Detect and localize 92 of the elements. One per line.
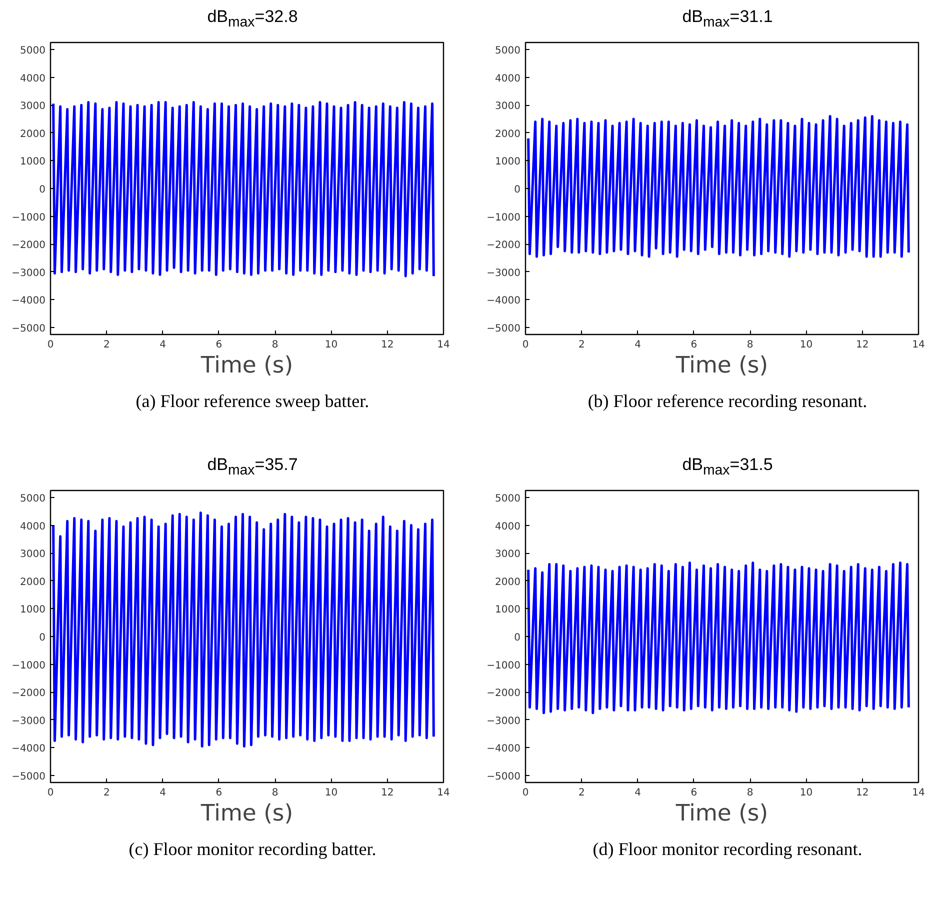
y-tick-label: 0 (39, 632, 46, 644)
x-tick-label: 12 (380, 340, 394, 350)
x-tick-label: 4 (160, 340, 166, 350)
x-tick-label: 2 (578, 788, 585, 798)
x-tick-label: 8 (746, 788, 754, 798)
y-tick-label: 0 (514, 632, 521, 644)
x-tick-label: 10 (324, 788, 338, 798)
x-tick-label: 2 (103, 340, 110, 350)
x-tick-label: 0 (522, 340, 529, 350)
x-axis-title: Time (s) (200, 352, 294, 378)
text: (c) Floor monitor recording batter. (128, 838, 376, 861)
x-tick-label: 0 (522, 788, 529, 798)
x-tick-label: 12 (380, 788, 394, 798)
y-tick-label: 3000 (20, 549, 46, 560)
y-tick-label: 2000 (20, 576, 46, 588)
chart-title: dB$_{max}$=32.8 (207, 6, 298, 32)
y-tick-label: 5000 (20, 493, 46, 504)
chart-title: dB$_{max}$=31.5 (682, 454, 773, 480)
y-tick-label: 5000 (495, 493, 521, 504)
line-series (52, 101, 435, 278)
x-tick-label: 6 (216, 788, 222, 798)
chart-title: dB$_{max}$=35.7 (207, 454, 298, 480)
y-tick-label: −5000 (12, 772, 46, 783)
y-tick-label: −2000 (486, 240, 520, 252)
x-tick-label: 14 (437, 788, 450, 798)
x-tick-label: 0 (47, 340, 54, 350)
y-tick-label: 1000 (495, 156, 521, 168)
y-tick-label: 0 (39, 184, 46, 196)
y-tick-label: −4000 (12, 744, 46, 755)
x-tick-label: 2 (578, 340, 585, 350)
y-tick-label: 1000 (20, 156, 46, 168)
x-tick-label: 8 (746, 340, 754, 350)
y-tick-label: −1000 (12, 660, 46, 672)
y-tick-label: −3000 (12, 716, 46, 727)
x-tick-label: 8 (272, 340, 278, 350)
y-tick-label: −3000 (486, 716, 520, 727)
y-tick-label: 0 (514, 184, 521, 196)
y-tick-label: −1000 (486, 212, 520, 224)
y-tick-label: 5000 (20, 45, 46, 56)
y-tick-label: −5000 (12, 324, 46, 335)
y-tick-label: −2000 (12, 688, 46, 700)
y-tick-label: 3000 (20, 101, 46, 112)
line-series (527, 114, 910, 258)
line-series (527, 562, 910, 714)
y-tick-label: 4000 (495, 73, 521, 84)
x-tick-label: 4 (160, 788, 166, 798)
x-tick-label: 12 (856, 788, 869, 798)
y-tick-label: 3000 (495, 101, 521, 112)
x-axis-title: Time (s) (674, 800, 768, 826)
y-tick-label: 2000 (495, 128, 521, 140)
y-tick-label: 2000 (20, 128, 46, 140)
y-tick-label: 2000 (495, 576, 521, 588)
y-tick-label: 1000 (495, 604, 521, 616)
x-axis-title: Time (s) (200, 800, 294, 826)
x-tick-label: 4 (634, 340, 641, 350)
y-tick-label: −3000 (486, 268, 520, 279)
x-tick-label: 10 (800, 788, 813, 798)
x-tick-label: 8 (272, 788, 278, 798)
chart-title: dB$_{max}$=31.1 (682, 6, 773, 32)
line-series (52, 512, 435, 748)
y-tick-label: 4000 (20, 73, 46, 84)
x-tick-label: 14 (437, 340, 450, 350)
x-tick-label: 10 (324, 340, 338, 350)
x-axis-title: Time (s) (674, 352, 768, 378)
text: (d) Floor monitor recording resonant. (592, 838, 862, 861)
x-tick-label: 6 (690, 340, 698, 350)
x-tick-label: 14 (912, 788, 925, 798)
x-tick-label: 0 (47, 788, 54, 798)
y-tick-label: 4000 (495, 521, 521, 532)
x-tick-label: 2 (103, 788, 110, 798)
y-tick-label: −4000 (486, 296, 520, 307)
y-tick-label: −3000 (12, 268, 46, 279)
y-tick-label: −2000 (12, 240, 46, 252)
y-tick-label: 1000 (20, 604, 46, 616)
x-tick-label: 4 (634, 788, 641, 798)
y-tick-label: 4000 (20, 521, 46, 532)
y-tick-label: −1000 (12, 212, 46, 224)
y-tick-label: −4000 (486, 744, 520, 755)
x-tick-label: 6 (216, 340, 222, 350)
y-tick-label: −5000 (486, 324, 520, 335)
x-tick-label: 10 (800, 340, 813, 350)
x-tick-label: 6 (690, 788, 698, 798)
y-tick-label: 3000 (495, 549, 521, 560)
y-tick-label: −5000 (486, 772, 520, 783)
x-tick-label: 14 (912, 340, 925, 350)
x-tick-label: 12 (856, 340, 869, 350)
y-tick-label: −4000 (12, 296, 46, 307)
y-tick-label: 5000 (495, 45, 521, 56)
text: (b) Floor reference recording resonant. (588, 390, 868, 413)
text: (a) Floor reference sweep batter. (136, 390, 370, 413)
y-tick-label: −1000 (486, 660, 520, 672)
y-tick-label: −2000 (486, 688, 520, 700)
